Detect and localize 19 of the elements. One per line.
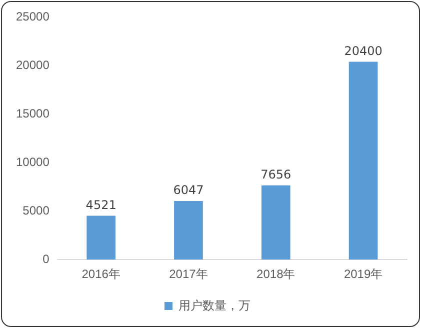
x-tick-label: 2016年: [82, 267, 120, 282]
x-tick-label: 2018年: [256, 267, 296, 282]
y-tick-label: 0: [42, 252, 50, 266]
bar: [174, 200, 203, 260]
x-tick-label: 2017年: [169, 267, 208, 282]
y-tick-label: 15000: [16, 106, 50, 120]
y-tick-label: 25000: [16, 10, 50, 24]
data-label: 20400: [344, 44, 382, 58]
data-label: 7656: [260, 167, 292, 182]
y-tick-label: 20000: [16, 58, 50, 72]
bar: [86, 216, 116, 260]
y-tick-label: 5000: [22, 203, 50, 218]
bar: [348, 62, 378, 260]
data-label: 6047: [173, 183, 204, 198]
x-tick-label: 2019年: [344, 267, 383, 282]
bar: [261, 185, 290, 260]
legend-label: 用户数量，万: [178, 298, 250, 312]
data-label: 4521: [86, 198, 116, 212]
y-tick-label: 10000: [16, 154, 50, 169]
